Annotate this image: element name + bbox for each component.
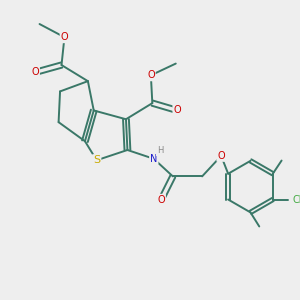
- Text: O: O: [31, 68, 39, 77]
- Text: H: H: [157, 146, 164, 155]
- Text: O: O: [218, 151, 225, 161]
- Text: O: O: [147, 70, 155, 80]
- Text: O: O: [61, 32, 68, 42]
- Text: Cl: Cl: [292, 194, 300, 205]
- Text: S: S: [93, 155, 100, 165]
- Text: N: N: [150, 154, 158, 164]
- Text: O: O: [157, 195, 165, 205]
- Text: O: O: [173, 106, 181, 116]
